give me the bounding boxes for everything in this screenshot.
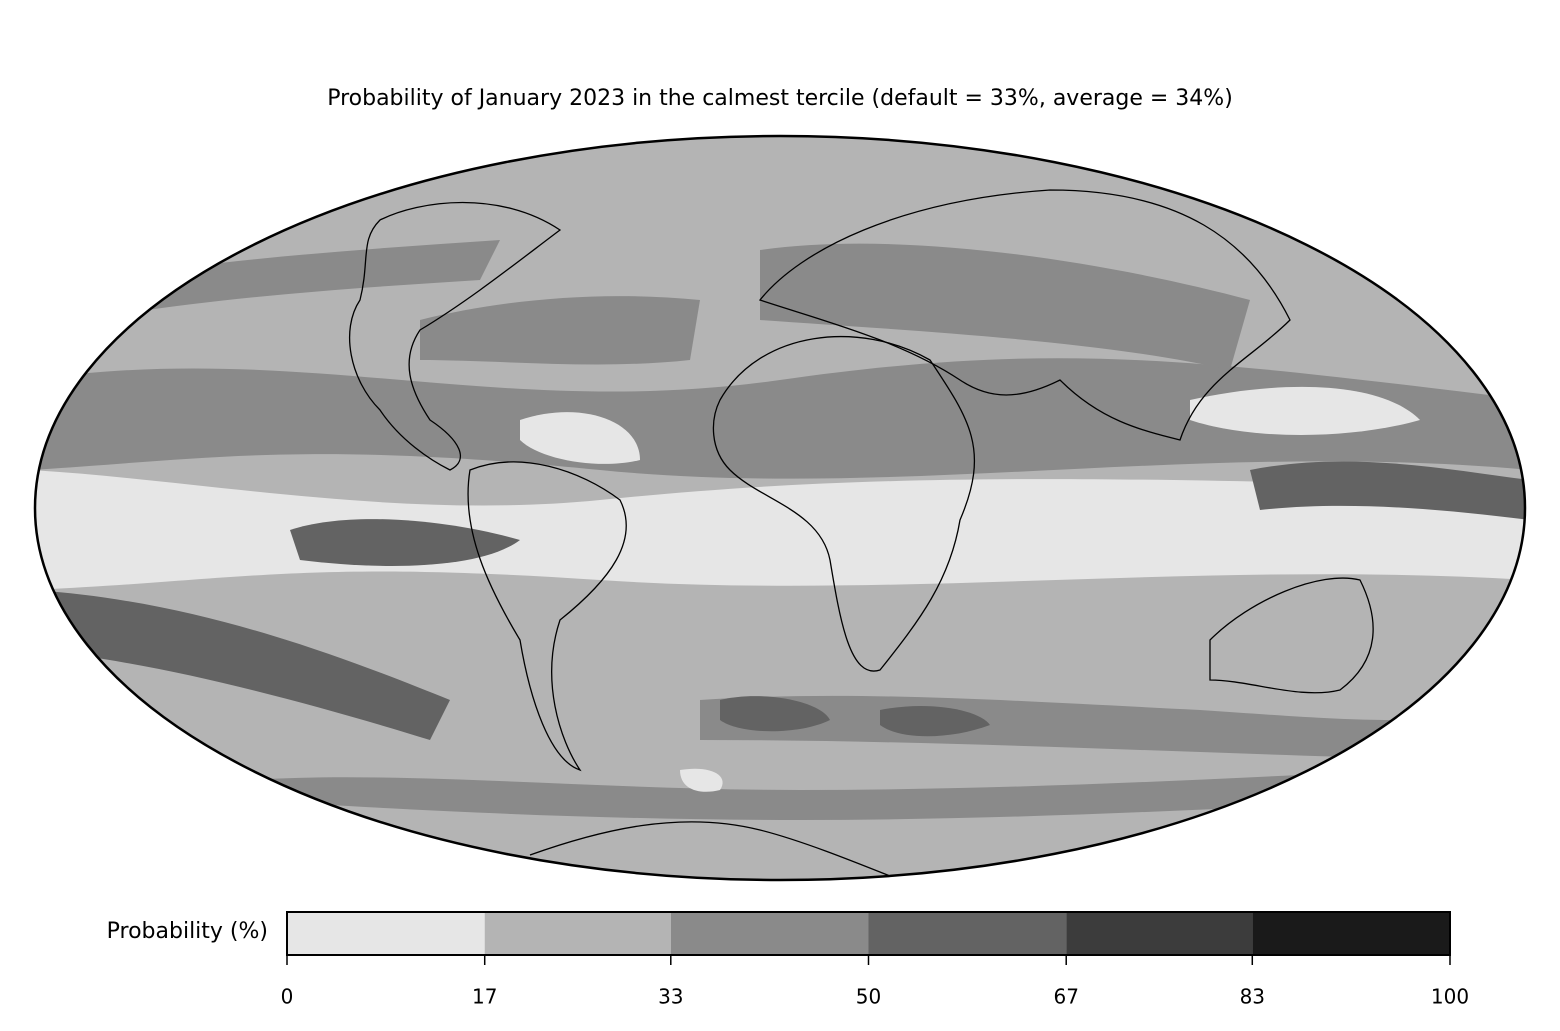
coastlines <box>348 189 1374 880</box>
colorbar: 0 17 33 50 67 83 100 <box>281 911 1469 1009</box>
map-field <box>35 136 1525 880</box>
colorbar-segment <box>287 912 485 955</box>
colorbar-segment <box>484 912 671 955</box>
colorbar-tick-label: 50 <box>856 985 881 1009</box>
colorbar-segment <box>868 912 1067 955</box>
colorbar-tick-label: 83 <box>1240 985 1265 1009</box>
colorbar-tick-label: 17 <box>472 985 497 1009</box>
colorbar-label: Probability (%) <box>107 919 268 944</box>
colorbar-tick-label: 100 <box>1431 985 1469 1009</box>
colorbar-tick-label: 0 <box>281 985 294 1009</box>
colorbar-tick-label: 67 <box>1053 985 1078 1009</box>
colorbar-tick-label: 33 <box>658 985 683 1009</box>
map-border <box>33 134 1527 882</box>
colorbar-segment <box>1252 912 1450 955</box>
colorbar-segment <box>670 912 869 955</box>
map-title: Probability of January 2023 in the calme… <box>327 86 1233 111</box>
colorbar-segment <box>1066 912 1253 955</box>
